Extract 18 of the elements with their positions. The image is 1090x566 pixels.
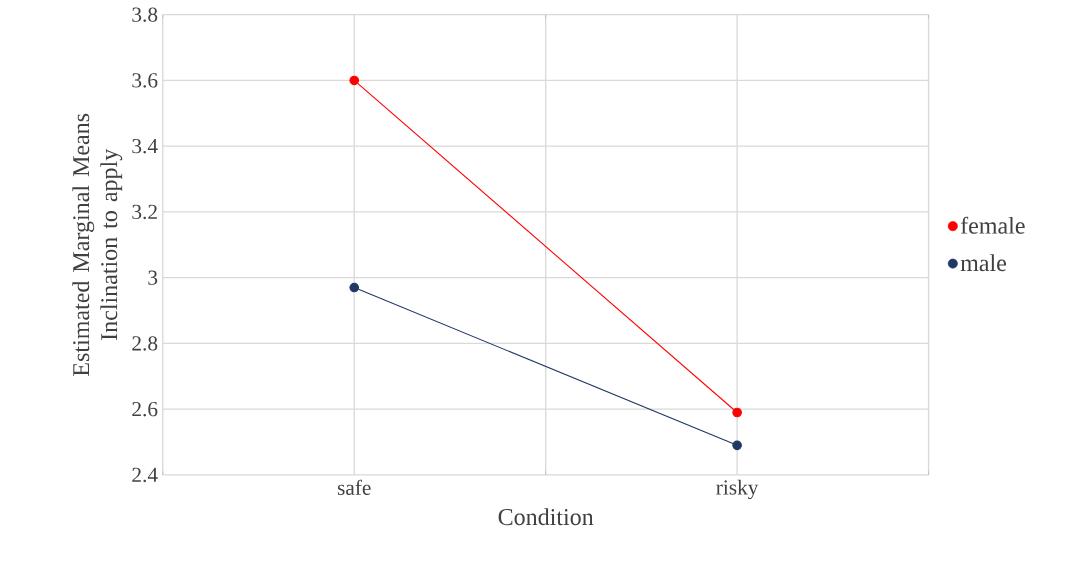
point <box>732 407 742 418</box>
y-tick-label: 2.4 <box>132 467 158 483</box>
point <box>732 440 742 451</box>
y-tick-label: 3.6 <box>132 73 158 88</box>
y-tick-label: 2.8 <box>132 336 158 351</box>
x-tick-label: safe <box>337 479 371 496</box>
y-tick-label: 2.6 <box>132 402 158 417</box>
x-tick-label: risky <box>716 479 759 500</box>
legend-label: female <box>960 216 1025 234</box>
y-tick-label: 3.8 <box>132 7 158 23</box>
point <box>349 282 360 293</box>
point <box>349 75 360 86</box>
y-tick-label: 3.4 <box>132 139 158 154</box>
y-tick-label: 3.2 <box>132 204 157 220</box>
x-axis-title: Condition <box>498 508 594 526</box>
y-axis-title: Estimated Marginal Means Inclination to apply <box>72 113 123 377</box>
y-tick-label: 3 <box>148 270 158 286</box>
legend-label: male <box>960 254 1007 272</box>
